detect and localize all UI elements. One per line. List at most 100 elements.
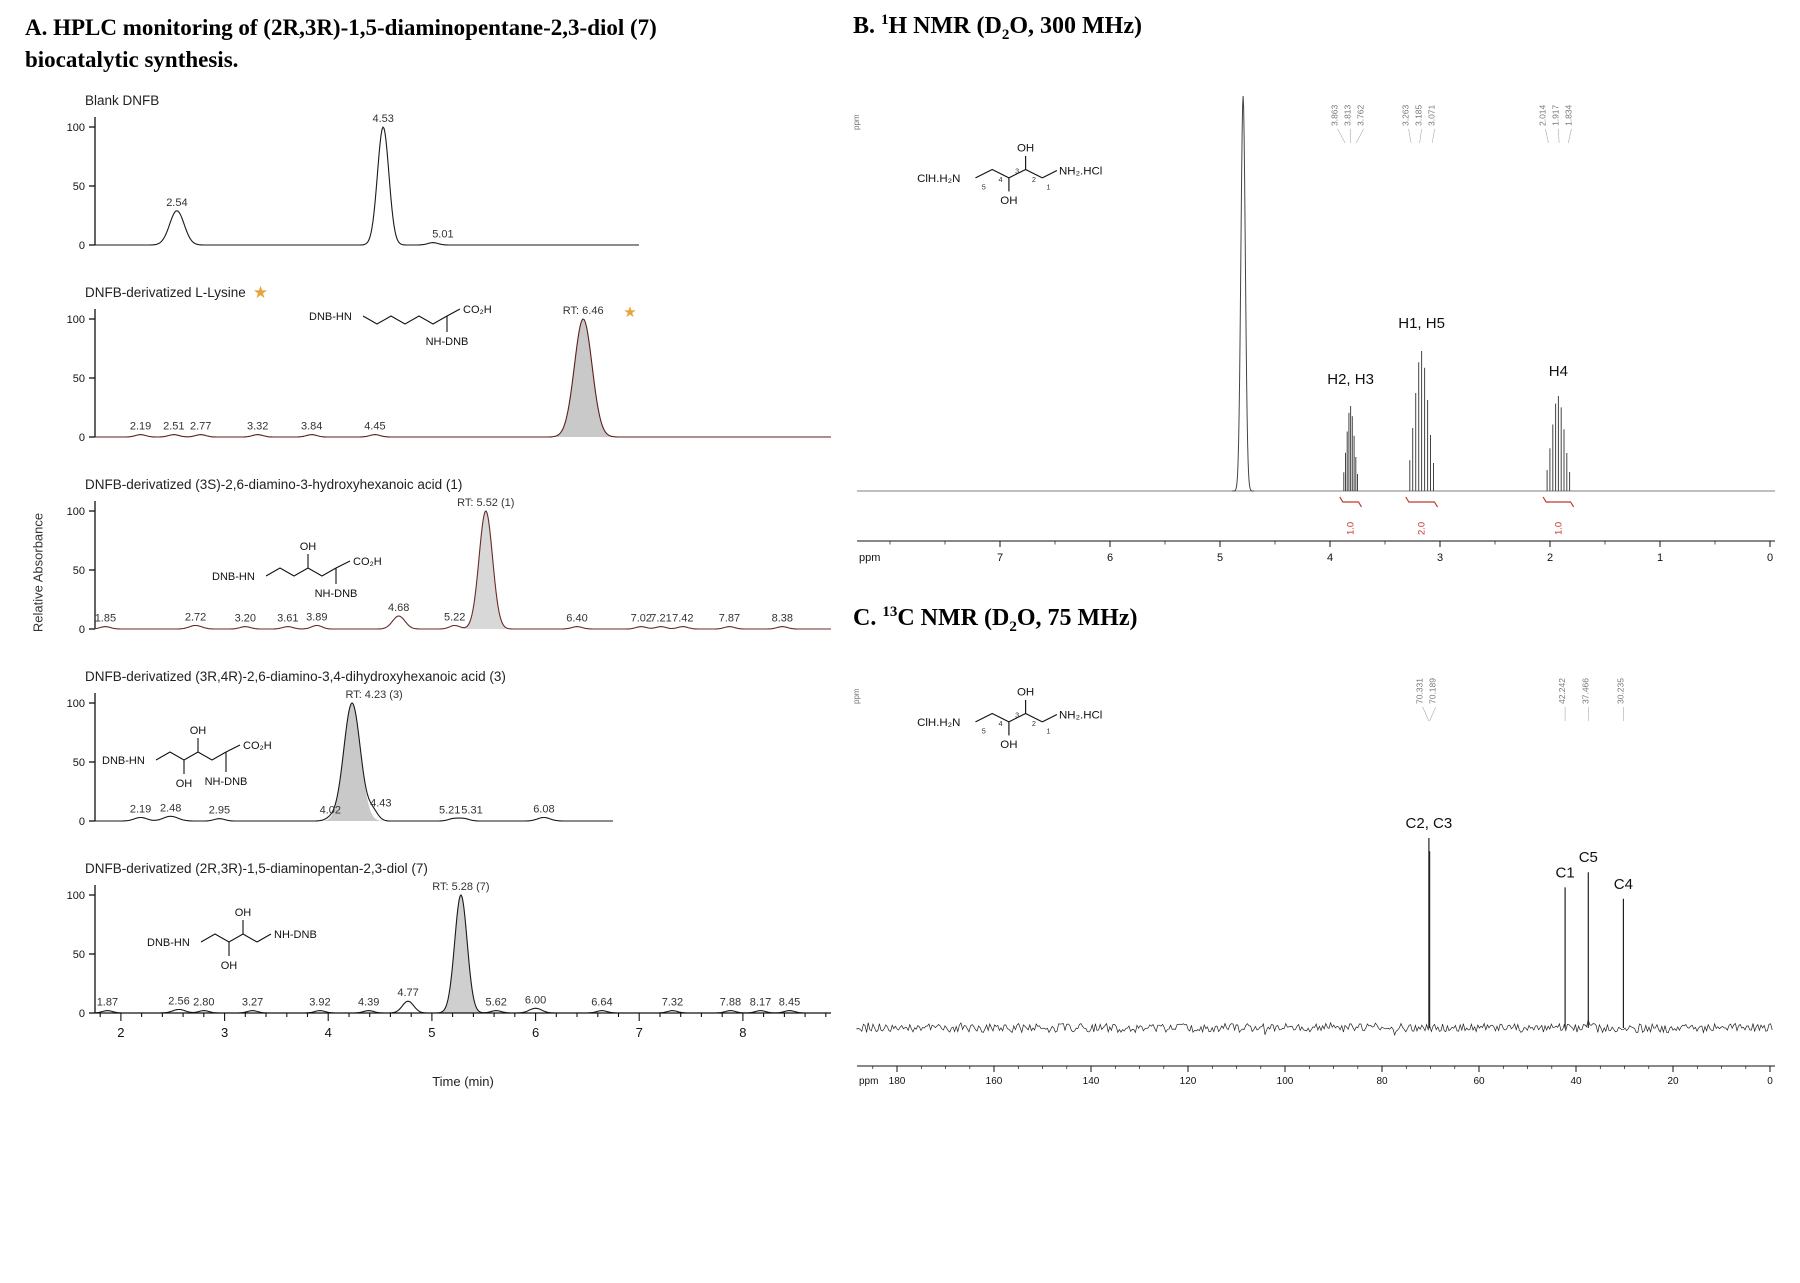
trace-5-title: DNFB-derivatized (2R,3R)-1,5-diaminopent… [85,856,855,880]
peak-label: 3.61 [277,613,298,625]
ppm-list-axis-label: ppm [852,114,861,130]
chromatogram-line [95,126,639,246]
structure-label-right: NH-DNB [274,929,317,941]
integral-mark [1405,496,1439,508]
structure-label-amine: NH-DNB [205,776,248,788]
carbon-number-1: 1 [1046,726,1050,735]
hplc-trace-hydroxyhexanoic: DNFB-derivatized (3S)-2,6-diamino-3-hydr… [15,472,855,664]
peak-label: 2.19 [130,804,151,816]
structure-hydroxy-acid: DNB-HN OH CO₂H NH-DNB [212,541,382,600]
main-peak-fill [436,895,486,1014]
x-tick-label: 20 [1667,1076,1679,1087]
x-tick-label: 2 [1547,552,1553,564]
peak-label: 3.32 [247,421,268,433]
panel-b-subscript: 2 [1001,26,1010,43]
assignment-label: H1, H5 [1398,315,1445,332]
structure-label-right: NH₂.HCl [1059,710,1102,722]
peak-list-connector [1419,128,1422,143]
y-tick-label: 50 [73,565,85,577]
structure-label-oh-top: OH [235,907,252,919]
peak-list-value: 3.185 [1414,104,1424,126]
x-tick-label: 80 [1376,1076,1388,1087]
integral-value: 1.0 [1553,522,1564,535]
structure-label-oh-bottom: OH [1000,195,1017,207]
trace-1-title: Blank DNFB [85,88,855,112]
panel-b-prefix: B. [853,13,882,39]
peak-list-connector [1568,128,1572,143]
panel-b: B. 1H NMR (D2O, 300 MHz) ppm H2, H3 1.0 3.8… [845,6,1795,586]
peak-label: 2.54 [166,197,187,209]
peak-label: 4.68 [388,602,409,614]
peak-label: 5.31 [461,805,482,817]
peak-list-connector [1422,706,1430,721]
structure-label-left: ClH.H₂N [917,717,960,729]
y-tick-label: 0 [79,624,85,636]
x-tick-label: 160 [986,1076,1003,1087]
assignment-label: H4 [1549,363,1568,380]
peak-label: 2.77 [190,421,211,433]
peak-label: 4.39 [358,997,379,1009]
peak-label: 3.20 [235,613,256,625]
x-tick-label: 0 [1767,552,1773,564]
x-tick-label: 100 [1277,1076,1294,1087]
peak-list-value: 42.242 [1557,678,1567,704]
structure-label-right: NH₂.HCl [1059,166,1102,178]
structure-label-amine: NH-DNB [426,336,469,348]
panel-c-mid: C NMR (D [897,605,1010,631]
main-peak-fill [548,319,619,438]
integral-value: 1.0 [1346,522,1357,535]
peak-list-connector [1545,128,1549,143]
peak-list-value: 3.263 [1401,104,1411,126]
y-tick-label: 100 [67,698,85,710]
trace-2-title-text: DNFB-derivatized L-Lysine [85,284,246,300]
carbon-number-3: 3 [1015,167,1019,176]
peak-label: RT: 5.28 (7) [432,881,489,893]
trace-2-title: DNFB-derivatized L-Lysine ★ [85,280,855,304]
peak-label: 3.89 [306,612,327,624]
structure-label-acid: CO₂H [353,556,382,568]
x-axis-label: Time (min) [432,1074,494,1090]
peak-label: 4.02 [320,805,341,817]
carbon-number-4: 4 [998,175,1002,184]
y-tick-label: 100 [67,314,85,326]
peak-label: 4.77 [397,988,418,1000]
peak-list-connector [1431,128,1435,143]
y-tick-label: 100 [67,122,85,134]
structure-label-left: DNB-HN [102,755,145,767]
peak-label: 6.00 [525,995,546,1007]
structure-diol: DNB-HN OH OH NH-DNB [147,907,317,972]
assignment-label: C4 [1614,876,1633,893]
x-tick-label: 4 [1327,552,1333,564]
structure-label-oh-bottom: OH [1000,739,1017,751]
peak-list-value: 30.235 [1615,678,1625,704]
integral-value: 2.0 [1417,522,1428,535]
hplc-plot-5: 0 50 100 1.87 2.56 2.80 3.27 3.92 4.39 4.77 RT: 5.… [67,881,831,1040]
carbon-number-3: 3 [1015,711,1019,720]
assignment-label: H2, H3 [1327,371,1374,388]
axis-ppm-label: ppm [859,1076,878,1087]
y-tick-label: 50 [73,757,85,769]
structure-label-oh-bottom: OH [176,778,193,790]
panel-c-prefix: C. [853,605,883,631]
peak-label: 5.22 [444,612,465,624]
panel-b-rest: O, 300 MHz) [1009,13,1142,39]
hplc-plot-4: 0 50 100 2.19 2.48 2.95 4.02 RT: 4.23 (3) 4.43 5.… [67,689,613,828]
peak-label: 5.01 [432,229,453,241]
chromatogram-line [94,510,831,630]
peak-label: 7.21 [650,613,671,625]
hplc-trace-dihydroxyhexanoic: DNFB-derivatized (3R,4R)-2,6-diamino-3,4… [15,664,855,856]
structure-diamine-salt-b: ClH.H₂N NH₂.HCl OH OH 5 4 3 2 1 [917,143,1102,207]
y-tick-label: 0 [79,432,85,444]
structure-label-oh-bottom: OH [221,960,238,972]
hplc-trace-lysine: DNFB-derivatized L-Lysine ★ 0 50 100 2.19 2.… [15,280,855,472]
structure-label-left: ClH.H₂N [917,173,960,185]
panel-a: A. HPLC monitoring of (2R,3R)-1,5-diamin… [15,10,855,1089]
carbon-number-5: 5 [982,726,986,735]
peak-label: 2.51 [163,421,184,433]
x-tick-label: 40 [1570,1076,1582,1087]
peak-label: 6.08 [533,804,554,816]
panel-a-title-line1: A. HPLC monitoring of (2R,3R)-1,5-diamin… [25,15,657,40]
noise-baseline [856,1018,1773,1036]
carbon-number-5: 5 [982,182,986,191]
assignment-label: C2, C3 [1406,815,1453,832]
